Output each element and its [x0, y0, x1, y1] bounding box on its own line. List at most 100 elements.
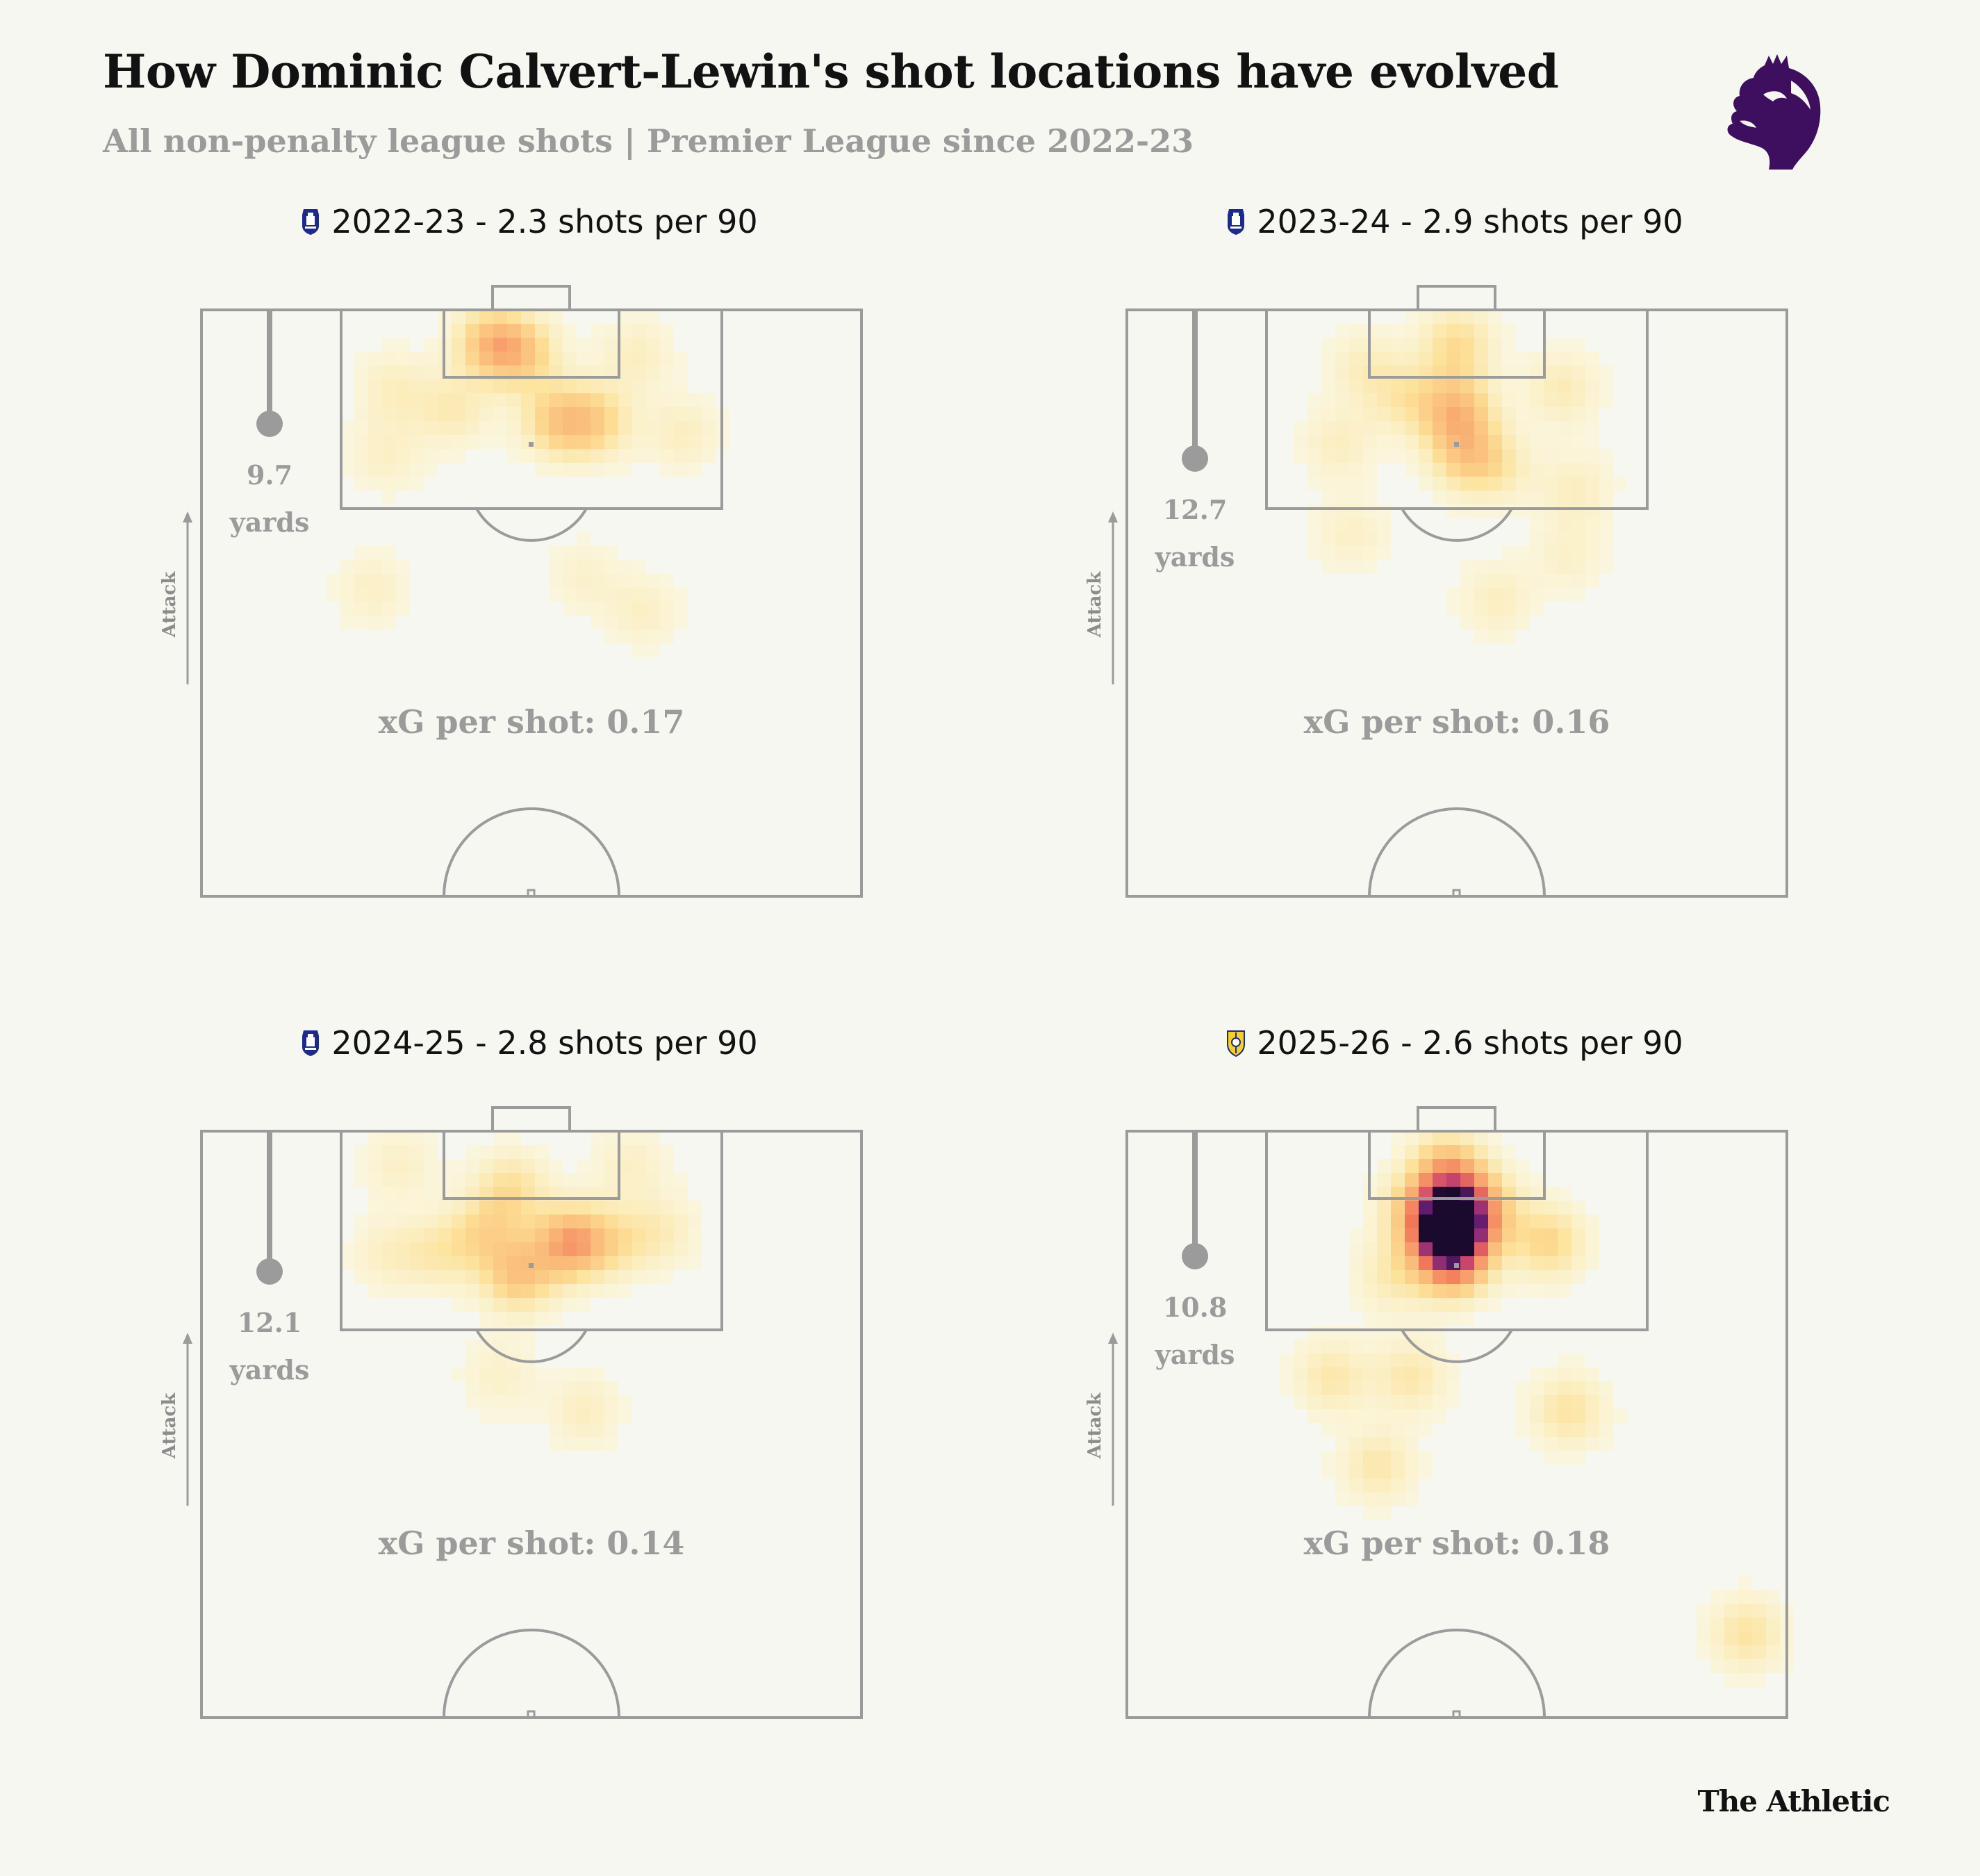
heat-cell: [563, 435, 577, 449]
heat-cell: [438, 1242, 452, 1256]
heat-cell: [410, 1159, 424, 1173]
heat-cell: [1585, 1409, 1599, 1423]
heat-cell: [1419, 1353, 1433, 1367]
heat-cell: [1446, 1173, 1460, 1187]
heat-cell: [521, 1312, 535, 1326]
heat-cell: [632, 1201, 646, 1215]
heat-cell: [646, 1173, 660, 1187]
heat-cell: [535, 449, 549, 463]
heat-cell: [535, 1395, 549, 1409]
heat-cell: [1405, 1465, 1419, 1479]
heat-cell: [382, 1187, 396, 1201]
heat-cell: [1738, 1673, 1752, 1687]
heat-cell: [604, 1215, 618, 1228]
heat-cell: [1516, 504, 1530, 518]
heat-cell: [618, 463, 632, 477]
heat-cell: [396, 1159, 410, 1173]
heat-cell: [563, 1242, 577, 1256]
heat-cell: [1307, 1381, 1321, 1395]
heat-cell: [396, 393, 410, 407]
heat-cell: [1349, 546, 1363, 560]
heat-cell: [577, 574, 591, 588]
heat-cell: [1405, 1242, 1419, 1256]
xg-per-shot-label: xG per shot: 0.14: [379, 1524, 685, 1562]
heat-cell: [563, 1201, 577, 1215]
heat-cell: [507, 1173, 521, 1187]
heat-cell: [618, 324, 632, 338]
heat-cell: [660, 379, 674, 393]
heat-cell: [354, 1215, 368, 1228]
heat-cell: [507, 1381, 521, 1395]
heat-cell: [1474, 338, 1488, 352]
heat-cell: [1405, 1284, 1419, 1298]
avg-distance-marker: [256, 1131, 283, 1285]
heat-cell: [632, 393, 646, 407]
heat-cell: [507, 1159, 521, 1173]
heat-cell: [1349, 1395, 1363, 1409]
heat-cell: [591, 1270, 604, 1284]
heat-cell: [563, 1423, 577, 1437]
heat-cell: [438, 435, 452, 449]
heat-cell: [549, 1284, 563, 1298]
heat-cell: [591, 338, 604, 352]
heat-cell: [507, 1256, 521, 1270]
heat-cell: [660, 1159, 674, 1173]
heat-cell: [1349, 338, 1363, 352]
heat-cell: [604, 379, 618, 393]
heat-cell: [1585, 1256, 1599, 1270]
heat-cell: [1363, 560, 1377, 574]
heat-cell: [604, 574, 618, 588]
attack-label: Attack: [160, 1392, 180, 1459]
heat-cell: [674, 1256, 688, 1270]
heat-cell: [577, 1423, 591, 1437]
heat-cell: [382, 1228, 396, 1242]
heat-cell: [1474, 504, 1488, 518]
heat-cell: [1571, 504, 1585, 518]
heat-cell: [396, 463, 410, 477]
heat-cell: [521, 1215, 535, 1228]
heat-cell: [591, 407, 604, 421]
heat-cell: [618, 1228, 632, 1242]
heat-cell: [535, 1284, 549, 1298]
heat-cell: [1335, 365, 1349, 379]
heat-cell: [1460, 1228, 1474, 1242]
heat-cell: [1544, 518, 1558, 532]
heat-cell: [1558, 532, 1571, 546]
heat-cell: [563, 588, 577, 602]
heat-cell: [1363, 546, 1377, 560]
heat-cell: [382, 1173, 396, 1187]
heat-cell: [1571, 1381, 1585, 1395]
heat-cell: [1585, 491, 1599, 504]
heat-cell: [563, 463, 577, 477]
heat-cell: [1558, 1215, 1571, 1228]
heat-cell: [1377, 1367, 1391, 1381]
heat-cell: [1280, 1353, 1294, 1367]
heat-cell: [1307, 1353, 1321, 1367]
heat-cell: [1474, 491, 1488, 504]
heat-cell: [1321, 393, 1335, 407]
heat-cell: [535, 338, 549, 352]
panel-title-text: 2022-23 - 2.3 shots per 90: [331, 203, 758, 240]
heat-cell: [1349, 421, 1363, 435]
heat-cell: [1405, 1270, 1419, 1284]
heat-cell: [507, 1215, 521, 1228]
heat-cell: [1433, 1215, 1446, 1228]
heat-cell: [493, 1326, 507, 1340]
heat-cell: [1460, 421, 1474, 435]
heat-cell: [382, 1201, 396, 1215]
heat-cell: [1433, 1131, 1446, 1145]
heat-cell: [493, 352, 507, 365]
heat-cell: [604, 1242, 618, 1256]
heat-cell: [452, 338, 465, 352]
heat-cell: [1391, 1215, 1405, 1228]
heat-cell: [1544, 393, 1558, 407]
heat-cell: [1460, 1131, 1474, 1145]
distance-unit: yards: [229, 1354, 310, 1385]
heat-cell: [368, 1131, 382, 1145]
heat-cell: [1321, 491, 1335, 504]
heat-cell: [1599, 560, 1613, 574]
heat-cell: [1571, 1242, 1585, 1256]
heat-cell: [577, 338, 591, 352]
heat-cell: [1433, 449, 1446, 463]
heat-cell: [1571, 365, 1585, 379]
